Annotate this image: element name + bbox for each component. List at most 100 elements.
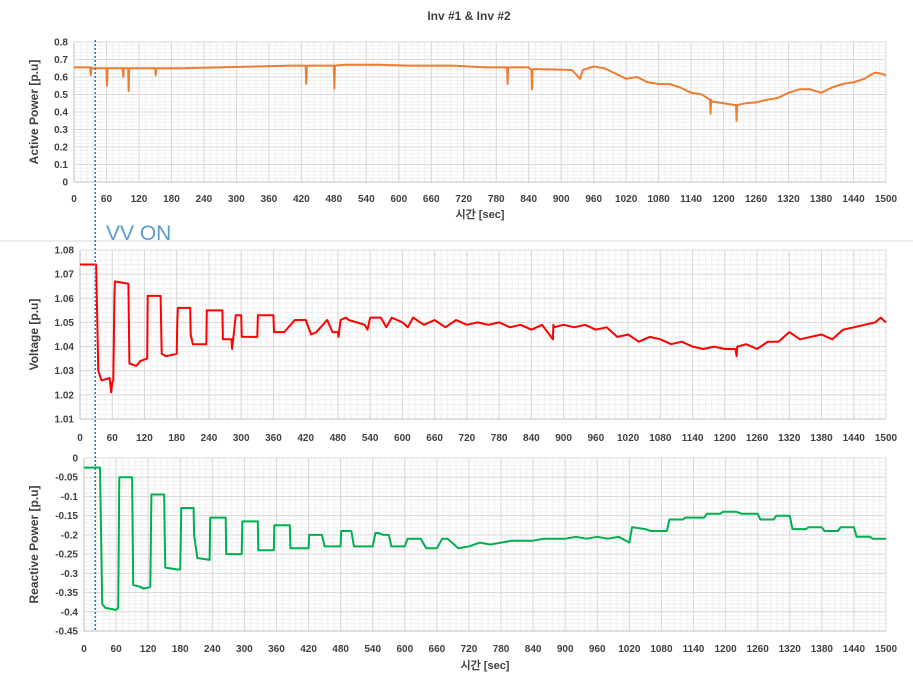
x-tick-label: 720 — [459, 433, 476, 444]
x-tick-label: 300 — [236, 644, 253, 655]
x-tick-label: 360 — [268, 644, 285, 655]
x-tick-label: 1320 — [778, 433, 801, 444]
x-tick-label: 180 — [168, 433, 185, 444]
x-tick-label: 240 — [196, 194, 213, 205]
x-tick-label: 0 — [71, 194, 77, 205]
x-tick-label: 1140 — [683, 644, 705, 655]
y-axis-title: Voltage [p.u] — [27, 299, 41, 371]
x-tick-label: 480 — [330, 433, 347, 444]
x-tick-label: 480 — [325, 194, 342, 205]
y-tick-label: -0.15 — [55, 511, 78, 522]
x-tick-label: 720 — [455, 194, 472, 205]
y-tick-label: 1.07 — [55, 270, 75, 281]
x-tick-label: 180 — [163, 194, 180, 205]
y-tick-label: -0.25 — [55, 550, 78, 561]
x-tick-label: 900 — [555, 433, 572, 444]
y-tick-label: 1.04 — [55, 342, 75, 353]
x-tick-label: 1380 — [810, 194, 833, 205]
y-tick-label: 1.03 — [55, 366, 75, 377]
y-tick-label: 1.06 — [55, 294, 75, 305]
y-tick-label: -0.45 — [55, 627, 78, 638]
x-tick-label: 960 — [585, 194, 602, 205]
grid — [79, 249, 887, 420]
x-tick-label: 120 — [136, 433, 153, 444]
x-tick-label: 780 — [491, 433, 508, 444]
x-tick-label: 1440 — [843, 644, 866, 655]
x-tick-label: 840 — [525, 644, 542, 655]
x-tick-label: 600 — [390, 194, 407, 205]
x-tick-label: 600 — [394, 433, 411, 444]
x-tick-label: 540 — [364, 644, 381, 655]
x-tick-label: 1320 — [779, 644, 802, 655]
x-axis-title: 시간 [sec] — [456, 207, 505, 221]
x-tick-label: 1380 — [811, 644, 834, 655]
y-tick-label: 0.8 — [54, 38, 68, 49]
x-tick-label: 1500 — [875, 194, 898, 205]
x-tick-label: 1200 — [714, 433, 737, 444]
x-tick-label: 1140 — [680, 194, 702, 205]
y-tick-label: 0.6 — [54, 73, 68, 84]
x-tick-label: 420 — [297, 433, 314, 444]
y-tick-label: -0.4 — [61, 607, 79, 618]
x-tick-label: 600 — [396, 644, 413, 655]
x-tick-label: 900 — [553, 194, 570, 205]
y-tick-label: -0.35 — [55, 588, 78, 599]
x-tick-label: 1260 — [747, 644, 770, 655]
x-tick-label: 360 — [261, 194, 278, 205]
x-tick-label: 240 — [201, 433, 218, 444]
chart-panel-3: 0 60 120 180 240 300 360 420 480 540 600 660 720 780 8… — [27, 454, 898, 673]
vv-on-annotation: VV ON — [106, 222, 171, 245]
series-line-1 — [80, 263, 887, 394]
figure-title: Inv #1 & Inv #2 — [427, 9, 511, 23]
x-tick-label: 300 — [228, 194, 245, 205]
x-tick-label: 1140 — [682, 433, 704, 444]
x-axis-title: 시간 [sec] — [461, 658, 510, 672]
x-tick-label: 240 — [204, 644, 221, 655]
x-tick-label: 1260 — [745, 194, 768, 205]
series-line-1 — [84, 466, 886, 611]
x-tick-label: 660 — [423, 194, 440, 205]
x-tick-label: 840 — [523, 433, 540, 444]
y-tick-label: 0 — [62, 178, 68, 189]
x-tick-label: 780 — [488, 194, 505, 205]
x-tick-label: 360 — [265, 433, 282, 444]
y-tick-label: 0.3 — [54, 125, 68, 136]
chart-panel-2: 0 60 120 180 240 300 360 420 480 540 600 660 720 780 8… — [27, 246, 898, 445]
x-tick-label: 1080 — [650, 644, 673, 655]
x-tick-label: 960 — [589, 644, 606, 655]
y-tick-label: 1.05 — [55, 318, 75, 329]
x-tick-label: 1500 — [875, 644, 898, 655]
y-tick-label: 0.4 — [54, 108, 68, 119]
x-tick-label: 420 — [300, 644, 317, 655]
y-axis-title: Reactive Power [p.u] — [27, 485, 41, 603]
chart-panel-1: 0 60 120 180 240 300 360 420 480 540 600 660 720 780 8… — [27, 38, 898, 222]
x-tick-label: 1440 — [842, 194, 865, 205]
x-tick-label: 1500 — [875, 433, 898, 444]
x-tick-label: 1080 — [648, 194, 671, 205]
y-tick-label: 1.02 — [55, 390, 75, 401]
x-tick-label: 1260 — [746, 433, 769, 444]
x-tick-label: 0 — [77, 433, 83, 444]
x-tick-label: 540 — [358, 194, 375, 205]
y-tick-label: 0.1 — [54, 160, 68, 171]
x-tick-label: 120 — [131, 194, 148, 205]
y-axis-title: Active Power [p.u] — [27, 60, 41, 165]
x-tick-label: 120 — [140, 644, 157, 655]
x-tick-label: 60 — [111, 644, 123, 655]
x-tick-label: 1320 — [777, 194, 800, 205]
y-tick-label: -0.1 — [61, 492, 79, 503]
x-tick-label: 660 — [426, 433, 443, 444]
x-tick-label: 780 — [493, 644, 510, 655]
y-tick-label: 0.7 — [54, 55, 68, 66]
x-tick-label: 180 — [172, 644, 189, 655]
y-tick-label: 1.01 — [55, 415, 75, 426]
y-tick-label: 0.5 — [54, 90, 68, 101]
x-tick-label: 300 — [233, 433, 250, 444]
x-tick-label: 1380 — [810, 433, 833, 444]
y-tick-label: 0.2 — [54, 143, 68, 154]
x-tick-label: 1020 — [618, 644, 641, 655]
y-tick-label: 1.08 — [55, 246, 75, 257]
x-tick-label: 840 — [520, 194, 537, 205]
x-tick-label: 1020 — [617, 433, 640, 444]
